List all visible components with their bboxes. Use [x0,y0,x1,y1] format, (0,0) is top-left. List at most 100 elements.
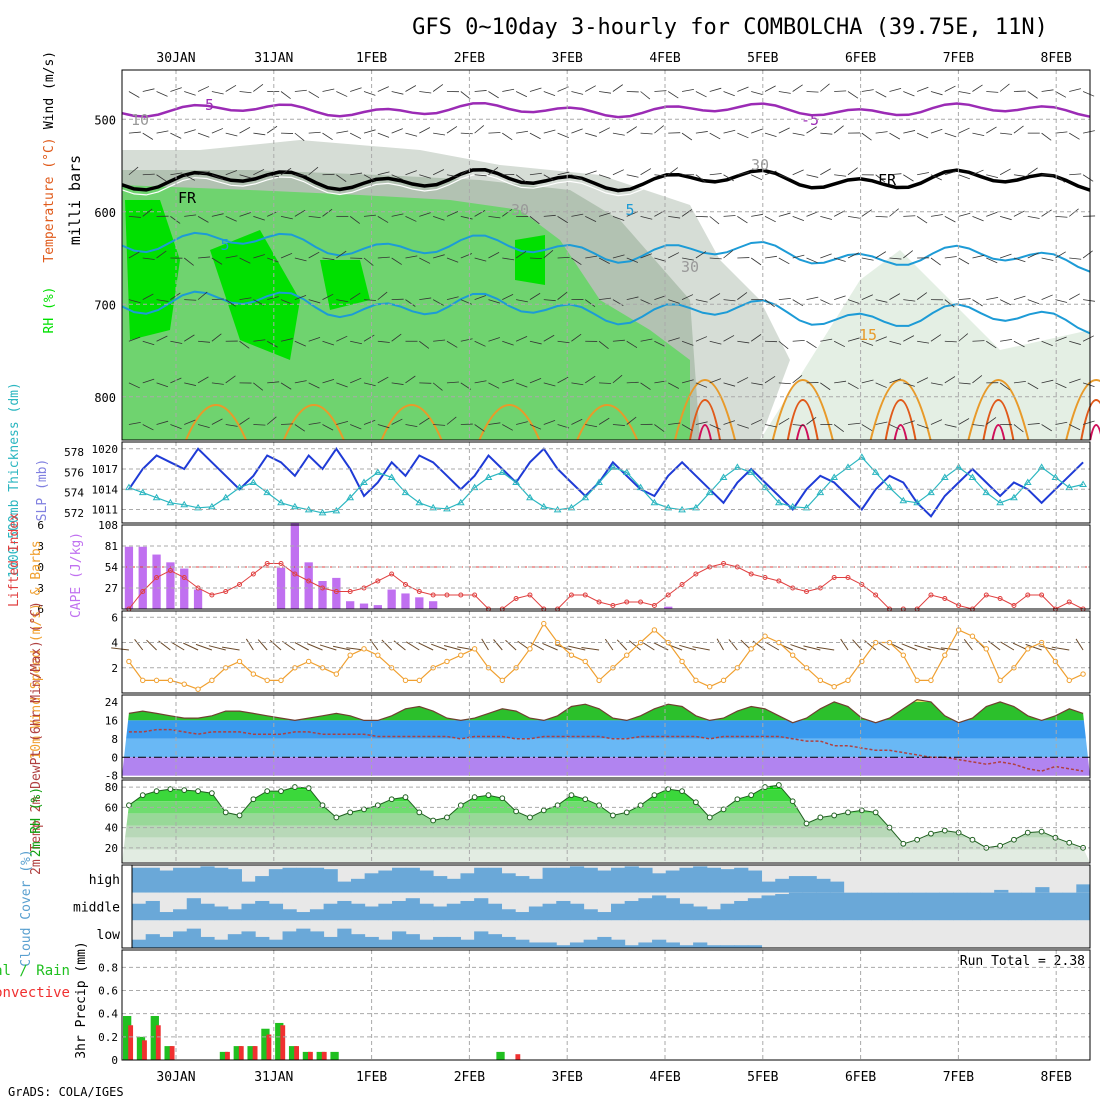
rh-point [139,792,146,799]
cloud-frame [121,864,1091,949]
cloud-bar [364,906,379,921]
rh-point [416,809,423,816]
wind-barb [391,213,404,217]
lifted-index-point [582,592,588,598]
wind-barb [944,85,956,92]
wind-barb [184,214,197,217]
wind-barb [225,170,238,176]
wind-barb [875,382,887,388]
wind-barb [515,91,528,98]
cloud-bar [268,903,284,921]
wind-speed-point [679,658,685,665]
temp-fill-band [122,757,1090,776]
precip-conv-bar [238,1046,244,1060]
thickness-point [221,493,230,501]
rh-point [720,806,727,813]
temperature-contour-warm [380,404,443,441]
lifted-index-point [430,592,436,598]
cloud-bar [1076,884,1091,893]
wind-barb [225,299,236,307]
cloud-bar [433,936,448,948]
wind-barb [266,416,277,425]
wind-barb [197,216,209,223]
cloud-bar [1007,892,1023,921]
wind-barb [626,257,639,263]
wind-barb [336,174,347,182]
wind-speed-point [997,677,1003,684]
wind-barb [460,299,473,305]
thickness-point [982,488,991,496]
wind-barb-10m [963,639,973,651]
wind-barb [280,167,292,176]
precip-total-bar [150,1016,159,1060]
wind-barb [1041,424,1052,432]
contour-label: 15 [859,326,877,344]
rh-point [789,798,796,805]
wind-barb [308,382,320,389]
rh-point [319,802,326,809]
cloud-bar [515,939,530,948]
wind-barb-10m [940,647,959,651]
wind-barb [170,424,182,430]
lifted-index-point [264,561,270,566]
wind-barb [709,173,722,176]
wind-barb [308,215,321,219]
wind-barb [598,257,610,264]
lifted-index-point [402,582,408,587]
wind-barb [377,132,390,138]
cloud-bar [597,912,612,921]
wind-barb [654,380,667,384]
cloud-bar [241,881,256,893]
cloud-bar [652,895,667,921]
thickness-point [913,498,922,506]
date-label-top: 30JAN [156,51,195,66]
wind-barb [419,91,432,94]
rh-fill-band [122,837,1090,850]
thickness-point [263,488,272,496]
wind-barb [806,416,817,425]
cloud-bar [734,900,749,921]
cloud-bar [706,867,721,893]
cloud-bar [364,873,379,893]
date-label-bottom: 7FEB [943,1070,974,1085]
lifted-index-point [721,561,727,566]
wind-barb [197,424,210,428]
wind-barb [419,174,431,179]
wind-barb [515,382,528,388]
wind-barb [557,340,570,344]
wind-barb [543,174,555,182]
wind-barb [405,170,417,176]
temp-tick-label: 0 [111,751,118,764]
wind-barb [294,340,306,347]
wind-barb [709,378,722,384]
wind-barb [695,382,708,388]
wind-barb-10m [728,639,738,651]
thickness-point [138,488,147,496]
wind-barb [875,174,886,183]
precip-total-bar [123,1016,132,1060]
thickness-point [774,498,783,506]
cloud-bar [173,931,188,948]
cloud-bar [350,934,366,948]
wind-barb-10m [146,639,157,651]
wind-barb [903,130,916,134]
cape-frame [121,524,1091,610]
wind-barb-10m [245,638,254,651]
thickness-point [166,498,175,506]
cloud-bar [556,945,571,948]
wind-barb [571,418,583,425]
lifted-axis-label: Lifted Index [7,513,22,607]
temperature-contour-warm [282,404,345,441]
wind-barb [820,253,832,259]
cloud-bar [747,870,763,893]
wind-barb [446,296,459,301]
cloud-bar [446,878,461,893]
thickness-point [705,488,714,496]
wind-barb [1000,215,1012,221]
wind-barb [999,253,1012,259]
thickness-point [318,508,327,516]
wind-barb [889,378,901,384]
wind-barb [626,416,637,425]
rh-point [1024,829,1031,836]
wind-barb [640,382,651,390]
